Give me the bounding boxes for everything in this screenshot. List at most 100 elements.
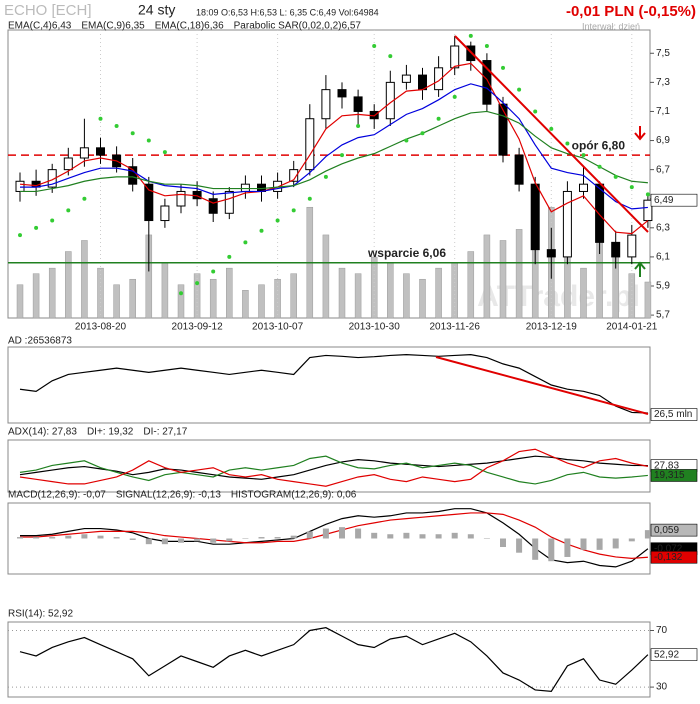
volume-bar: [644, 281, 652, 319]
series-line: [19, 448, 649, 487]
histogram-bar: [516, 538, 523, 553]
x-tick-label: 2013-09-12: [172, 322, 224, 333]
y-tick-label: 6,3: [656, 222, 670, 233]
panel-frame: [7, 621, 651, 698]
histogram-bar: [306, 531, 313, 539]
x-tick-label: 2013-10-30: [349, 322, 401, 333]
candle-body: [530, 183, 540, 251]
volume-bar: [242, 290, 249, 319]
histogram-bar: [178, 538, 184, 543]
y-tick-label: 6,1: [656, 252, 670, 263]
panel-title: AD :26536873: [8, 336, 72, 347]
volume-bar: [113, 284, 120, 319]
legend-entry: EMA(C,9)6,35: [81, 21, 145, 32]
sar-dot: [275, 218, 280, 223]
y-tick-label: 7,1: [656, 106, 670, 117]
sar-dot: [517, 87, 522, 92]
volume-bar: [161, 262, 169, 319]
volume-bar: [32, 273, 40, 319]
candle-body: [47, 169, 57, 188]
candle-body: [627, 234, 637, 258]
volume-bar: [403, 273, 410, 319]
histogram-bar: [387, 534, 394, 539]
series-line: [20, 512, 648, 559]
y-tick-label: 7,3: [656, 77, 670, 88]
candle-body: [160, 205, 170, 222]
change: -0,01 PLN (-0,15%): [566, 3, 696, 20]
value-box: [650, 550, 698, 564]
histogram-bar: [564, 538, 571, 557]
histogram-bar: [322, 528, 329, 539]
candle-body: [144, 183, 154, 222]
legend-entry: HISTOGRAM(12,26,9): 0,06: [231, 490, 357, 501]
sar-dot: [388, 54, 393, 59]
histogram-bar: [483, 538, 490, 539]
y-tick-label: 6,7: [656, 164, 670, 175]
candle-body: [482, 60, 492, 105]
value-box-label: 6,49: [654, 195, 674, 206]
sar-dot: [597, 164, 602, 169]
volume-bar: [258, 284, 265, 319]
histogram-bar: [129, 538, 136, 540]
histogram-bar: [612, 538, 619, 549]
volume-bar: [387, 262, 394, 319]
series-line: [20, 83, 648, 210]
volume-bar: [65, 251, 72, 319]
annotation-label: wsparcie 6,06: [367, 246, 446, 260]
sar-dot: [323, 174, 328, 179]
y-tick-label: 7,5: [656, 48, 670, 59]
volume-bar: [354, 273, 362, 319]
sar-dot: [82, 196, 87, 201]
volume-bar: [16, 284, 24, 319]
candle-body: [401, 74, 411, 83]
value-box-label: 52,92: [654, 649, 679, 660]
sar-dot: [179, 291, 183, 296]
sar-dot: [211, 269, 216, 274]
x-tick-label: 2013-12-19: [526, 322, 578, 333]
volume-bar: [499, 240, 507, 319]
volume-bar: [435, 267, 442, 319]
plot-layer: EMA(C,4)6,43 EMA(C,9)6,35 EMA(C,18)6,36 Par…: [7, 21, 698, 698]
histogram-bar: [210, 538, 217, 543]
sar-dot: [404, 138, 409, 143]
value-box: [650, 408, 698, 421]
histogram-bar: [274, 537, 281, 539]
histogram-bar: [97, 535, 104, 539]
sar-dot: [227, 254, 232, 259]
series-line: [19, 455, 648, 485]
histogram-bar: [435, 534, 442, 539]
candle-body: [434, 67, 444, 91]
sar-dot: [50, 218, 55, 223]
candle-body: [321, 89, 331, 120]
sar-dot: [98, 116, 103, 121]
sar-dot: [533, 109, 538, 114]
sar-dot: [340, 153, 344, 158]
volume-bar: [129, 278, 136, 319]
candle-body: [240, 183, 250, 192]
volume-bar: [48, 267, 56, 319]
series-line: [19, 627, 649, 692]
candle-body: [579, 183, 588, 192]
value-box-label: -0,072: [654, 543, 683, 554]
sar-dot: [66, 208, 71, 213]
legend-entry: Parabolic SAR(0,02,0,2)6,57: [234, 21, 362, 32]
legend-entry: DI-: 27,17: [143, 427, 187, 438]
histogram-bar: [290, 535, 297, 539]
quote: 18:09 O:6,53 H:6,53 L: 6,35 C:6,49 Vol:6…: [196, 7, 379, 17]
legend-entry: EMA(C,4)6,43: [8, 21, 72, 32]
sar-dot: [162, 150, 167, 155]
candle-body: [289, 169, 299, 182]
panel-title: RSI(14): 52,92: [8, 609, 73, 620]
histogram-bar: [419, 534, 426, 539]
volume-bar: [580, 267, 587, 319]
sar-dot: [18, 233, 22, 238]
sar-dot: [565, 141, 570, 146]
trend-line: [435, 356, 649, 415]
series-line: [20, 110, 648, 193]
sar-dot: [146, 138, 151, 143]
sar-dot: [195, 281, 200, 286]
sar-dot: [130, 131, 135, 136]
sar-dot: [34, 225, 39, 230]
histogram-bar: [33, 537, 40, 539]
sar-dot: [629, 185, 634, 190]
